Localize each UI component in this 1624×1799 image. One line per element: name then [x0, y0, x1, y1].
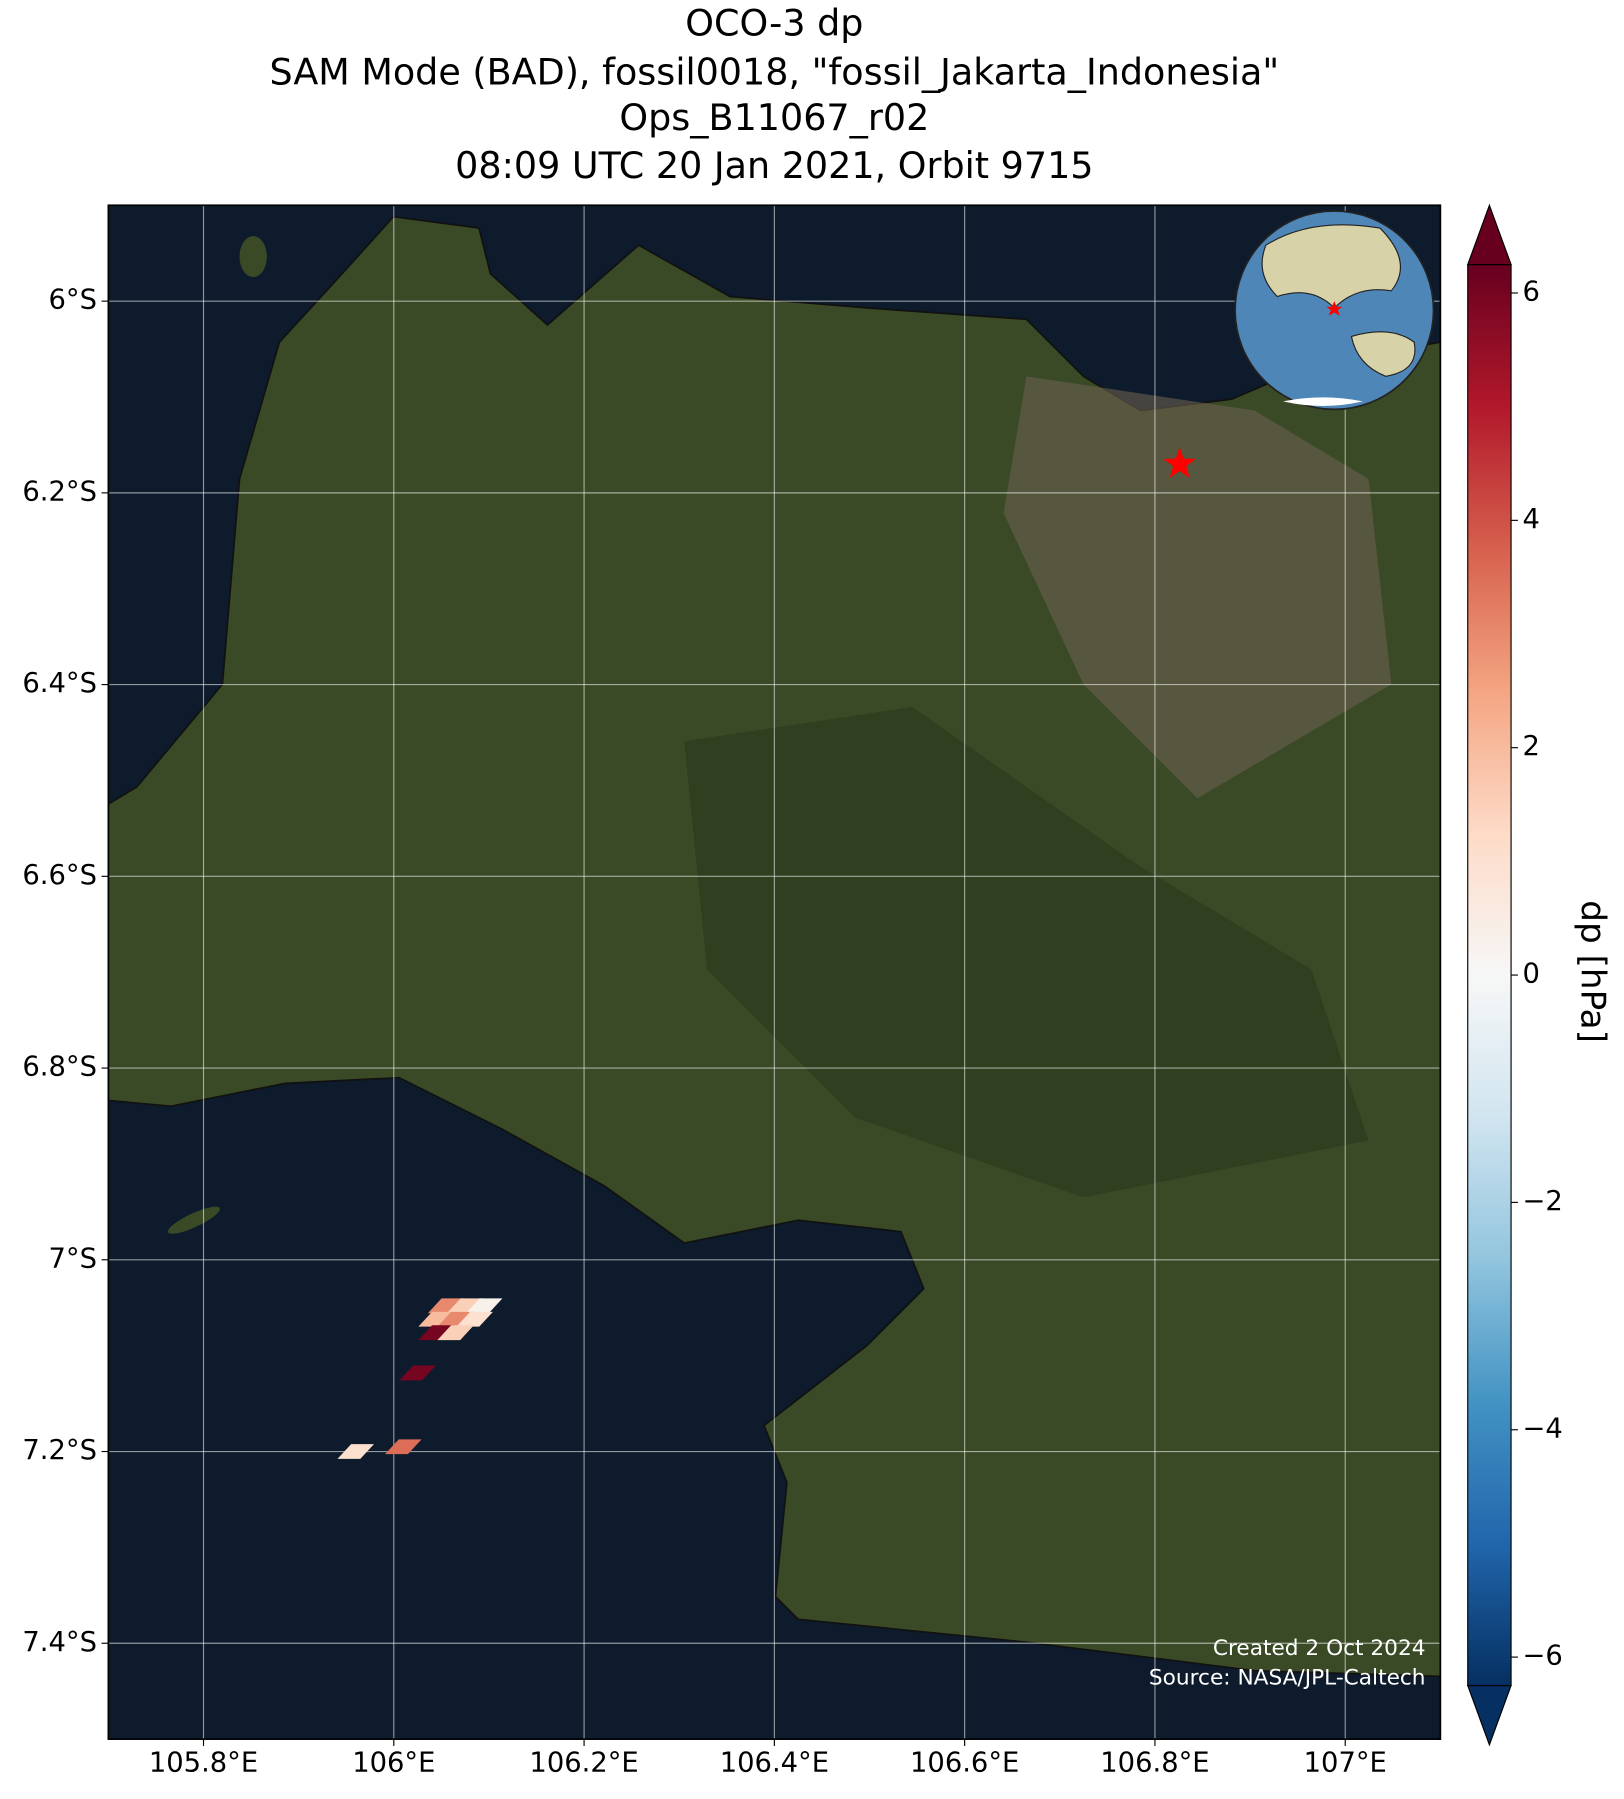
globe-ice: [1282, 397, 1363, 406]
colorbar-tick-label: 4: [1522, 504, 1539, 535]
annotation: Source: NASA/JPL-Caltech: [1149, 1666, 1426, 1691]
x-tick-label: 106.6°E: [910, 1748, 1019, 1779]
footprint: [385, 1439, 422, 1455]
globe-marker: [1326, 301, 1343, 316]
globe-land: [1350, 331, 1416, 377]
island: [239, 236, 267, 278]
chart-subtitle: Ops_B11067_r02: [619, 96, 929, 139]
footprint: [418, 1311, 455, 1327]
footprint: [418, 1325, 455, 1341]
footprint: [427, 1298, 465, 1314]
chart-subtitle: SAM Mode (BAD), fossil0018, "fossil_Jaka…: [270, 51, 1280, 94]
colorbar-extend: [1466, 203, 1512, 266]
chart-subtitle: 08:09 UTC 20 Jan 2021, Orbit 9715: [455, 144, 1093, 187]
x-tick-label: 107°E: [1304, 1748, 1387, 1779]
colorbar-tick-label: 0: [1522, 959, 1539, 990]
target-marker: [1163, 447, 1196, 478]
gridlines: [108, 205, 1441, 1740]
colorbar-tick-label: −6: [1522, 1641, 1562, 1672]
y-tick-label: 6.6°S: [22, 860, 97, 891]
colorbar-tick-label: −2: [1522, 1186, 1562, 1217]
footprints: [337, 447, 1196, 1459]
y-tick-label: 7°S: [48, 1243, 96, 1274]
annotation: Created 2 Oct 2024: [1213, 1636, 1426, 1661]
footprint: [465, 1298, 503, 1314]
y-tick-label: 7.2°S: [22, 1435, 97, 1466]
globe-inset: [1234, 210, 1435, 411]
footprint: [446, 1298, 484, 1314]
x-tick-label: 106°E: [352, 1748, 435, 1779]
colorbar-tick-label: 2: [1522, 731, 1539, 762]
colorbar-tick-label: 6: [1522, 276, 1539, 307]
footprint: [337, 1444, 374, 1459]
y-tick-label: 6.2°S: [22, 476, 97, 507]
title-block: OCO-3 dp SAM Mode (BAD), fossil0018, "fo…: [270, 2, 1280, 188]
colorbar: −6 −4 −2 0 2 4 6: [1466, 203, 1563, 1747]
x-tick-label: 106.2°E: [529, 1748, 638, 1779]
colorbar-body: [1467, 264, 1512, 1686]
x-tick-label: 106.4°E: [720, 1748, 829, 1779]
x-tick-label: 106.8°E: [1100, 1748, 1209, 1779]
footprint: [437, 1325, 474, 1341]
land-highlands: [684, 707, 1369, 1198]
footprint: [437, 1311, 474, 1327]
chart-title: OCO-3 dp: [685, 2, 863, 45]
colorbar-tick-label: −4: [1522, 1413, 1562, 1444]
urban-area: [1003, 376, 1392, 799]
footprint: [456, 1311, 493, 1327]
y-tick-label: 7.4°S: [22, 1627, 97, 1658]
globe-land: [1261, 224, 1401, 309]
colorbar-label: dp [hPa]: [1572, 900, 1612, 1043]
x-tick-label: 105.8°E: [149, 1748, 258, 1779]
colorbar-extend: [1466, 1684, 1512, 1747]
y-tick-label: 6.8°S: [22, 1052, 97, 1083]
footprint: [399, 1365, 436, 1381]
y-tick-label: 6°S: [48, 285, 96, 316]
island: [167, 1206, 220, 1234]
y-tick-label: 6.4°S: [22, 668, 97, 699]
